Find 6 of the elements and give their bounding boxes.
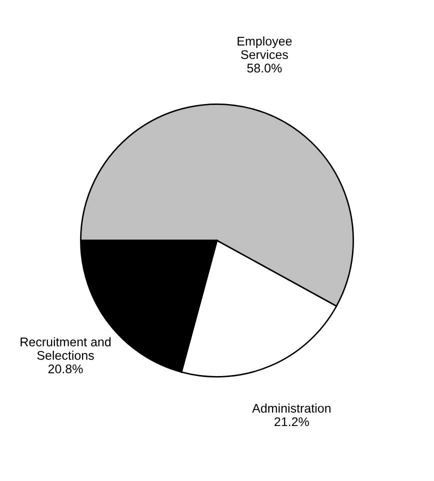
slice-label: Administration — [252, 404, 330, 413]
data-label: 21.2% — [274, 417, 309, 426]
data-label: 58.0% — [247, 64, 282, 73]
slice-label: Employee Services — [238, 36, 292, 60]
slice-label: Recruitment and Selections — [20, 337, 111, 360]
data-label: 20.8% — [48, 364, 83, 374]
